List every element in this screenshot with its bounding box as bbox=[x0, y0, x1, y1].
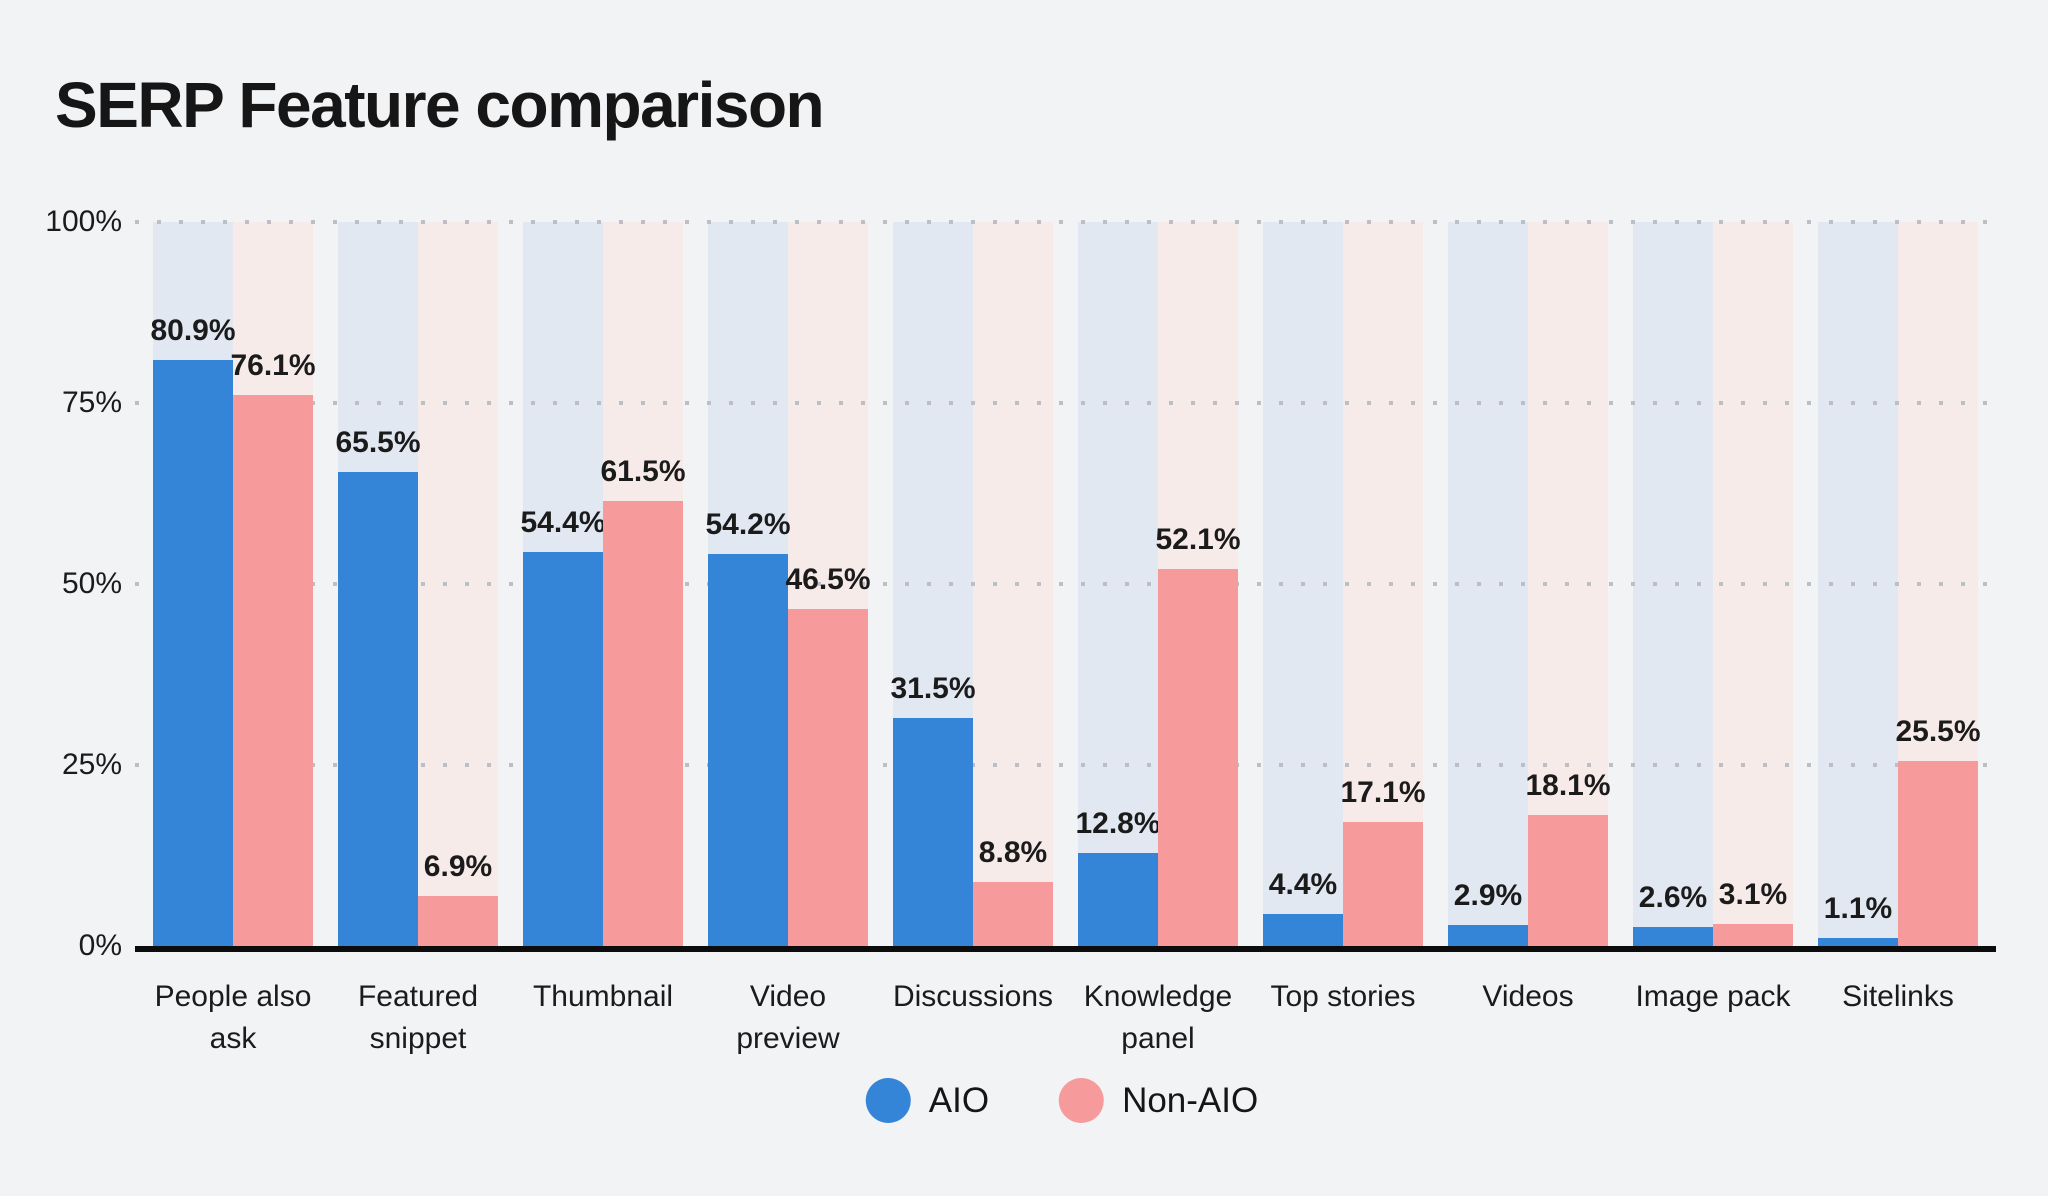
y-axis-tick-100: 100% bbox=[45, 205, 122, 238]
legend-item-aio: AIO bbox=[865, 1078, 990, 1123]
legend-label-aio: AIO bbox=[928, 1080, 990, 1120]
bar-aio-featured-snippet bbox=[338, 472, 418, 946]
non-aio-legend-dot-icon bbox=[1059, 1078, 1105, 1123]
gridline-100 bbox=[135, 220, 1996, 224]
value-label-non-aio-video-preview: 46.5% bbox=[785, 563, 871, 596]
value-label-aio-thumbnail: 54.4% bbox=[520, 506, 606, 539]
bar-aio-video-preview bbox=[708, 554, 788, 946]
y-axis-tick-50: 50% bbox=[61, 567, 122, 600]
category-label-top-stories: Top stories bbox=[1270, 980, 1416, 1013]
gridline-75 bbox=[135, 401, 1996, 405]
legend-label-non-aio: Non-AIO bbox=[1122, 1080, 1259, 1120]
value-label-aio-image-pack: 2.6% bbox=[1638, 881, 1708, 914]
y-axis-tick-0: 0% bbox=[78, 929, 122, 962]
value-label-non-aio-image-pack: 3.1% bbox=[1718, 878, 1788, 911]
value-label-aio-videos: 2.9% bbox=[1453, 879, 1523, 912]
bar-non-aio-video-preview bbox=[788, 609, 868, 946]
legend: AIO Non-AIO bbox=[865, 1078, 1258, 1123]
chart-title: SERP Feature comparison bbox=[55, 69, 825, 141]
category-label-videos: Videos bbox=[1482, 980, 1574, 1013]
bar-non-aio-top-stories bbox=[1343, 822, 1423, 946]
value-label-non-aio-discussions: 8.8% bbox=[978, 836, 1048, 869]
bar-non-aio-featured-snippet bbox=[418, 896, 498, 946]
category-label-people-also-ask: People also ask bbox=[154, 980, 312, 1055]
value-label-non-aio-videos: 18.1% bbox=[1525, 769, 1611, 802]
category-label-sitelinks: Sitelinks bbox=[1842, 980, 1954, 1013]
bar-aio-thumbnail bbox=[523, 552, 603, 946]
value-label-aio-top-stories: 4.4% bbox=[1268, 868, 1338, 901]
value-label-aio-discussions: 31.5% bbox=[890, 672, 976, 705]
value-label-aio-featured-snippet: 65.5% bbox=[335, 426, 421, 459]
x-axis-line bbox=[135, 946, 1996, 952]
bar-aio-people-also-ask bbox=[153, 360, 233, 946]
category-label-knowledge-panel: Knowledge panel bbox=[1083, 980, 1233, 1055]
category-label-discussions: Discussions bbox=[892, 980, 1054, 1013]
category-label-video-preview: Video preview bbox=[736, 980, 840, 1055]
value-label-aio-knowledge-panel: 12.8% bbox=[1075, 807, 1161, 840]
bar-non-aio-thumbnail bbox=[603, 501, 683, 946]
value-label-non-aio-knowledge-panel: 52.1% bbox=[1155, 523, 1241, 556]
aio-legend-dot-icon bbox=[865, 1078, 911, 1123]
value-label-aio-video-preview: 54.2% bbox=[705, 508, 791, 541]
bar-non-aio-image-pack bbox=[1713, 924, 1793, 946]
bar-non-aio-discussions bbox=[973, 882, 1053, 946]
bar-aio-top-stories bbox=[1263, 914, 1343, 946]
bar-aio-sitelinks bbox=[1818, 938, 1898, 946]
y-axis-tick-75: 75% bbox=[61, 386, 122, 419]
value-label-aio-sitelinks: 1.1% bbox=[1823, 892, 1893, 925]
bar-non-aio-people-also-ask bbox=[233, 395, 313, 946]
category-label-featured-snippet: Featured snippet bbox=[357, 980, 479, 1055]
value-label-non-aio-featured-snippet: 6.9% bbox=[423, 850, 493, 883]
category-label-thumbnail: Thumbnail bbox=[532, 980, 674, 1013]
y-axis-tick-25: 25% bbox=[61, 748, 122, 781]
value-label-non-aio-sitelinks: 25.5% bbox=[1895, 715, 1981, 748]
bar-aio-videos bbox=[1448, 925, 1528, 946]
bar-aio-discussions bbox=[893, 718, 973, 946]
bar-non-aio-sitelinks bbox=[1898, 761, 1978, 946]
legend-item-non-aio: Non-AIO bbox=[1059, 1078, 1258, 1123]
value-label-non-aio-thumbnail: 61.5% bbox=[600, 455, 686, 488]
value-label-non-aio-people-also-ask: 76.1% bbox=[230, 349, 316, 382]
value-label-aio-people-also-ask: 80.9% bbox=[150, 314, 236, 347]
bar-non-aio-videos bbox=[1528, 815, 1608, 946]
bar-aio-knowledge-panel bbox=[1078, 853, 1158, 946]
bar-non-aio-knowledge-panel bbox=[1158, 569, 1238, 946]
category-label-image-pack: Image pack bbox=[1635, 980, 1791, 1013]
value-label-non-aio-top-stories: 17.1% bbox=[1340, 776, 1426, 809]
gridline-25 bbox=[135, 763, 1996, 767]
gridline-50 bbox=[135, 582, 1996, 586]
bar-aio-image-pack bbox=[1633, 927, 1713, 946]
